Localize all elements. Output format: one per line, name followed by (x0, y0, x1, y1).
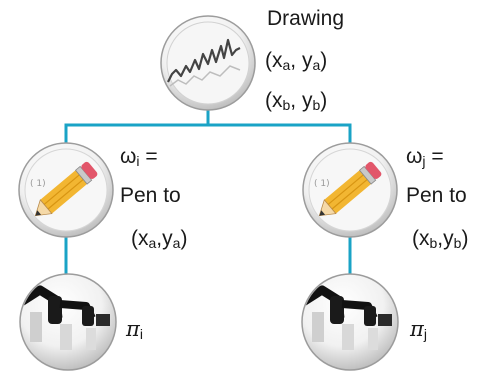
left-option-symbol: ωi = (120, 144, 158, 174)
right-option-action: Pen to (406, 183, 467, 209)
robot-arm-icon (300, 274, 398, 370)
root-coord-a: (xa, ya) (265, 48, 327, 78)
right-option-target: (xb,yb) (412, 226, 468, 256)
root-title: Drawing (267, 6, 344, 32)
drawing-thumbnail-icon (161, 16, 255, 110)
pencil-icon: ( 1) (19, 143, 113, 237)
right-option-symbol: ωj = (406, 144, 444, 174)
svg-text:( 1): ( 1) (314, 179, 330, 189)
left-policy-label: πi (126, 316, 143, 347)
root-coord-b: (xb, yb) (265, 88, 327, 118)
left-option-target: (xa,ya) (131, 226, 187, 256)
svg-text:( 1): ( 1) (30, 179, 46, 189)
robot-arm-icon (18, 274, 116, 370)
pencil-icon: ( 1) (303, 143, 397, 237)
left-option-action: Pen to (120, 183, 181, 209)
right-policy-label: πj (410, 316, 427, 347)
